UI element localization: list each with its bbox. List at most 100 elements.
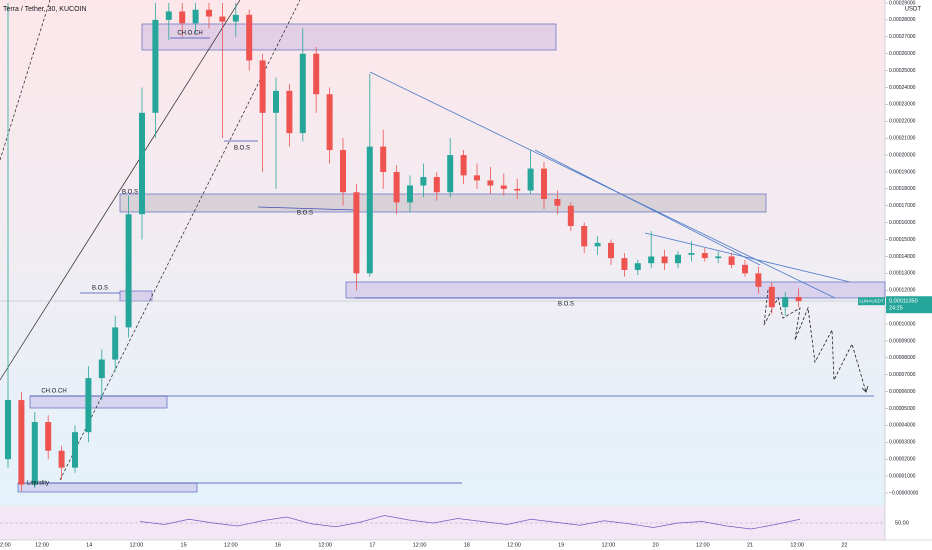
x-tick-label: 12:00 bbox=[602, 542, 616, 548]
candle-body bbox=[433, 177, 440, 193]
annotation: Liquidity bbox=[27, 481, 49, 487]
candle-body bbox=[340, 150, 346, 193]
rsi-panel bbox=[0, 507, 885, 540]
x-tick-label: 18 bbox=[464, 542, 470, 548]
x-tick-label: 12:00 bbox=[790, 542, 804, 548]
x-tick-label: 12:00 bbox=[413, 542, 427, 548]
y-tick-label: 0.00027000 bbox=[889, 34, 916, 40]
x-tick-label: 15 bbox=[181, 542, 187, 548]
zones bbox=[17, 23, 886, 493]
trend-lines bbox=[369, 71, 851, 299]
y-tick-label: 0.00025000 bbox=[889, 68, 916, 74]
y-tick-label: −0.00000000 bbox=[889, 490, 919, 496]
candle-body bbox=[634, 263, 641, 270]
projection bbox=[763, 289, 867, 393]
candle-body bbox=[246, 14, 253, 61]
y-tick-label: 0.00017000 bbox=[889, 203, 916, 209]
y-tick-label: 0.00020000 bbox=[889, 152, 916, 158]
candle-body bbox=[85, 378, 92, 433]
candle-body bbox=[567, 205, 574, 227]
candle-body bbox=[742, 264, 748, 274]
y-tick-label: 0.00021000 bbox=[889, 136, 916, 142]
y-tick-label: 0.00005000 bbox=[889, 406, 916, 412]
price-label: 0.00011350 bbox=[889, 299, 918, 305]
candle-body bbox=[152, 19, 159, 113]
plot-background bbox=[0, 0, 885, 505]
y-tick-label: 0.00022000 bbox=[889, 119, 916, 125]
x-tick-label: 19 bbox=[558, 542, 564, 548]
bos-line bbox=[257, 206, 356, 211]
structure-lines bbox=[18, 37, 874, 484]
y-tick-label: 0.00008000 bbox=[889, 355, 916, 361]
x-tick-label: 12:00 bbox=[318, 542, 332, 548]
y-axis-label: USDT bbox=[905, 7, 922, 13]
candle-body bbox=[393, 171, 400, 203]
candle-body bbox=[474, 175, 480, 181]
candle-body bbox=[514, 188, 521, 191]
annotation: B.O.S bbox=[297, 211, 313, 217]
candle-body bbox=[31, 422, 38, 485]
candle-body bbox=[715, 256, 722, 259]
candle-body bbox=[621, 258, 628, 270]
candle-body bbox=[447, 155, 454, 193]
y-tick-label: 0.00028000 bbox=[889, 17, 916, 23]
candles bbox=[5, 3, 802, 492]
candle-body bbox=[165, 11, 172, 20]
candle-body bbox=[366, 146, 373, 274]
zone bbox=[345, 281, 886, 299]
zone bbox=[119, 290, 153, 302]
rsi-tick-label: 50.00 bbox=[895, 520, 909, 526]
annotation: CH.O.CH bbox=[41, 389, 66, 395]
y-tick-label: 0.00026000 bbox=[889, 51, 916, 57]
candle-body bbox=[206, 9, 212, 17]
candle-body bbox=[219, 16, 226, 22]
candle-body bbox=[648, 256, 655, 264]
countdown-label: 24:25 bbox=[889, 306, 903, 312]
y-tick-label: 0.00016000 bbox=[889, 220, 916, 226]
candle-body bbox=[259, 60, 266, 113]
x-tick-label: 14 bbox=[86, 542, 92, 548]
candle-body bbox=[179, 11, 186, 24]
candle-body bbox=[768, 286, 775, 308]
candle-body bbox=[232, 14, 239, 22]
candle-body bbox=[795, 297, 802, 302]
y-tick-label: 0.00013000 bbox=[889, 271, 916, 277]
x-tick-label: 12:00 bbox=[224, 542, 238, 548]
y-tick-label: 0.00010000 bbox=[889, 321, 916, 327]
x-tick-label: 12:00 bbox=[35, 542, 49, 548]
y-tick-label: 0.00023000 bbox=[889, 102, 916, 108]
y-tick-label: 0.00006000 bbox=[889, 389, 916, 395]
candle-body bbox=[728, 256, 735, 265]
annotation: B.O.S bbox=[92, 286, 108, 292]
symbol-tag bbox=[858, 297, 885, 306]
candle-body bbox=[701, 253, 708, 259]
y-tick-label: 0.00012000 bbox=[889, 288, 916, 294]
chart-title: Terra / Tether, 30, KUCOIN bbox=[3, 6, 87, 13]
y-tick-label: 0.00007000 bbox=[889, 372, 916, 378]
candle-body bbox=[125, 214, 132, 328]
annotation: B.O.S bbox=[558, 302, 574, 308]
candle-body bbox=[192, 9, 199, 24]
candle-body bbox=[353, 192, 360, 274]
candle-body bbox=[527, 168, 534, 191]
annotation: B.O.S bbox=[234, 146, 250, 152]
x-tick-label: 17 bbox=[369, 542, 375, 548]
candle-body bbox=[594, 242, 601, 247]
candle-body bbox=[18, 400, 25, 485]
x-tick-label: 16 bbox=[275, 542, 281, 548]
y-tick-label: 0.00018000 bbox=[889, 186, 916, 192]
rsi-line bbox=[139, 515, 801, 530]
candle-body bbox=[460, 155, 467, 176]
x-tick-label: 22 bbox=[841, 542, 847, 548]
y-tick-label: 0.00002000 bbox=[889, 457, 916, 463]
zone bbox=[29, 395, 168, 409]
x-tick-label: 21 bbox=[747, 542, 753, 548]
candle-body bbox=[782, 297, 789, 308]
candle-body bbox=[5, 400, 11, 460]
trend-line bbox=[644, 232, 851, 283]
candle-body bbox=[139, 112, 145, 215]
y-tick-label: 0.00029000 bbox=[889, 0, 916, 6]
x-tick-label: 12:00 bbox=[507, 542, 521, 548]
y-tick-label: 0.00003000 bbox=[889, 440, 916, 446]
